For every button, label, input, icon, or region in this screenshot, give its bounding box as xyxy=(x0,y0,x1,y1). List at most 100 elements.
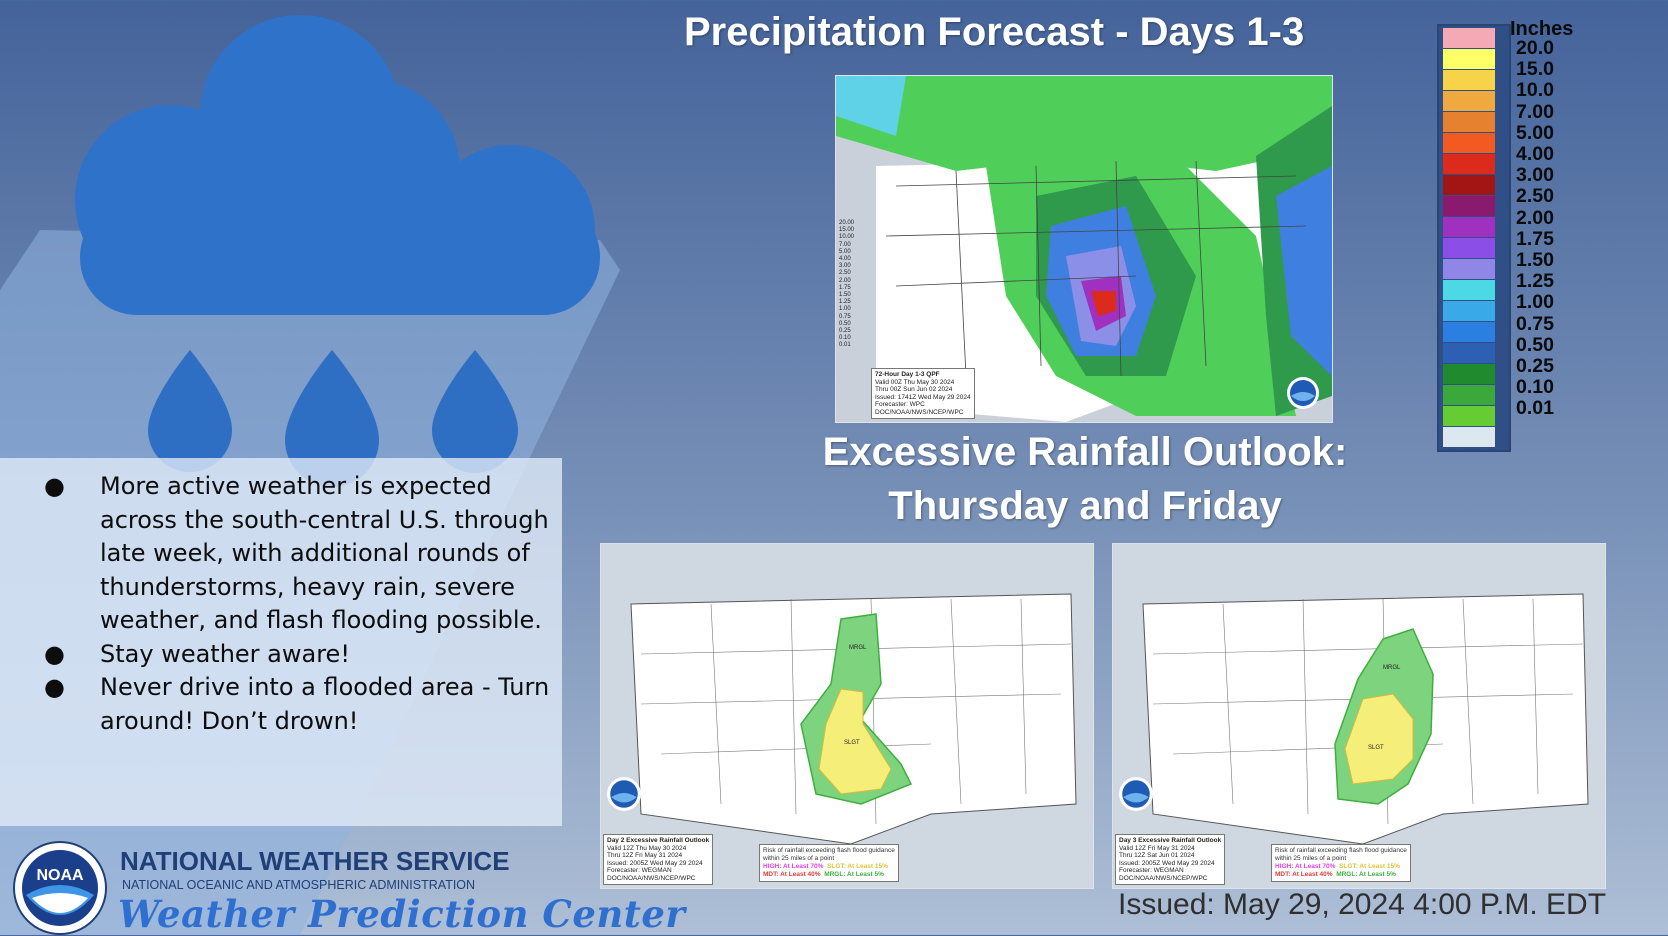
scale-label: 2.00 xyxy=(1516,206,1554,229)
caption-line: DOC/NOAA/NWS/NCEP/WPC xyxy=(607,874,696,882)
noaa-logo-icon xyxy=(1119,777,1153,811)
scale-label: 1.25 xyxy=(1516,270,1554,293)
risk-slgt: SLGT: At Least 15% xyxy=(827,863,888,870)
zone-label: MRGL xyxy=(849,645,867,651)
qpf-legend-value: 7.00 xyxy=(839,241,851,248)
scale-swatch xyxy=(1443,343,1495,363)
risk-mdt: MDT: At Least 40% xyxy=(763,871,821,878)
bullet-text: Never drive into a flooded area - Turn a… xyxy=(100,673,550,735)
qpf-legend-value: 0.10 xyxy=(839,335,851,342)
zone-label: SLGT xyxy=(1368,745,1384,751)
scale-swatch xyxy=(1443,259,1495,279)
qpf-legend-value: 0.50 xyxy=(839,320,851,327)
qpf-legend-value: 1.00 xyxy=(839,306,851,313)
caption-line: Issued: 1741Z Wed May 29 2024 xyxy=(875,393,971,401)
ero-day3-map-drawing: MRGL SLGT xyxy=(1142,593,1589,845)
scale-swatch xyxy=(1443,154,1495,174)
risk-mrgl: MRGL: At Least 5% xyxy=(1336,871,1396,878)
risk-slgt: SLGT: At Least 15% xyxy=(1339,863,1400,870)
scale-swatch xyxy=(1443,175,1495,195)
scale-swatch xyxy=(1443,364,1495,384)
caption-line: Thru 00Z Sun Jun 02 2024 xyxy=(875,386,953,393)
qpf-legend-value: 0.01 xyxy=(839,342,851,349)
caption-line: Forecaster: WPC xyxy=(875,401,925,408)
caption-line: Valid 12Z Thu May 30 2024 xyxy=(607,844,687,852)
scale-swatch xyxy=(1443,112,1495,132)
noaa-logo-text: NOAA xyxy=(36,867,84,884)
scale-unit-label: Inches xyxy=(1510,18,1574,40)
scale-label: 4.00 xyxy=(1516,143,1554,165)
risk-high: HIGH: At Least 70% xyxy=(1275,863,1336,870)
qpf-map-drawing xyxy=(836,76,1332,422)
bullet-text: Stay weather aware! xyxy=(100,639,350,668)
risk-desc: Risk of rainfall exceeding flash flood g… xyxy=(1275,847,1407,854)
scale-swatch xyxy=(1443,406,1495,426)
scale-swatch xyxy=(1443,280,1495,300)
qpf-legend-value: 20.00 xyxy=(839,220,855,226)
qpf-inset-legend: 20.00 15.00 10.00 7.00 5.00 4.00 3.00 2.… xyxy=(836,218,857,352)
bullet-item: ● Never drive into a flooded area - Turn … xyxy=(44,673,550,735)
qpf-legend-value: 15.00 xyxy=(839,227,855,234)
scale-label: 0.50 xyxy=(1516,333,1554,356)
risk-desc: Risk of rainfall exceeding flash flood g… xyxy=(763,847,895,854)
ero-day3-caption: Day 3 Excessive Rainfall Outlook Valid 1… xyxy=(1115,834,1226,885)
scale-label: 1.50 xyxy=(1516,249,1554,271)
bullet-text: More active weather is expected across t… xyxy=(100,472,549,634)
caption-line: Issued: 2005Z Wed May 29 2024 xyxy=(1119,859,1215,867)
scale-swatch xyxy=(1443,133,1495,153)
qpf-legend-value: 5.00 xyxy=(839,248,851,255)
scale-label: 1.75 xyxy=(1516,227,1554,250)
caption-line: Day 3 Excessive Rainfall Outlook xyxy=(1119,837,1222,844)
parent-agency-name: NATIONAL OCEANIC AND ATMOSPHERIC ADMINIS… xyxy=(122,878,476,892)
bullet-item: ● More active weather is expected across … xyxy=(44,472,549,634)
scale-label: 0.25 xyxy=(1516,355,1554,377)
scale-swatch xyxy=(1443,217,1495,237)
risk-high: HIGH: At Least 70% xyxy=(763,863,824,870)
issued-timestamp: Issued: May 29, 2024 4:00 P.M. EDT xyxy=(1118,888,1607,921)
zone-label: SLGT xyxy=(844,740,860,746)
scale-swatch xyxy=(1443,301,1495,321)
caption-line: Day 2 Excessive Rainfall Outlook xyxy=(607,837,710,844)
caption-line: Forecaster: WEGMAN xyxy=(1119,867,1184,874)
ero-day3-risk-legend: Risk of rainfall exceeding flash flood g… xyxy=(1271,844,1411,882)
scale-swatch xyxy=(1443,49,1495,69)
qpf-legend-value: 2.00 xyxy=(839,277,851,284)
ero-day2-map: MRGL SLGT Day 2 Excessive Rainfall Outlo… xyxy=(600,543,1094,889)
ero-day2-caption: Day 2 Excessive Rainfall Outlook Valid 1… xyxy=(603,834,714,885)
risk-mdt: MDT: At Least 40% xyxy=(1275,871,1333,878)
qpf-legend-value: 4.00 xyxy=(839,256,851,263)
caption-line: Thru 12Z Sat Jun 01 2024 xyxy=(1119,852,1195,859)
qpf-legend-value: 0.75 xyxy=(839,313,851,320)
qpf-legend-value: 1.25 xyxy=(839,299,851,306)
ero-title-line: Thursday and Friday xyxy=(888,484,1282,528)
caption-line: DOC/NOAA/NWS/NCEP/WPC xyxy=(875,408,964,416)
risk-desc: within 25 miles of a point xyxy=(1275,855,1347,862)
caption-line: Forecaster: WEGMAN xyxy=(607,867,672,874)
scale-label: 0.01 xyxy=(1516,397,1554,420)
ero-title: Excessive Rainfall Outlook: Thursday and… xyxy=(735,425,1435,533)
scale-label: 0.75 xyxy=(1516,312,1554,335)
raindrop-icon xyxy=(148,350,518,487)
caption-line: 72-Hour Day 1-3 QPF xyxy=(875,371,940,378)
caption-line: Valid 00Z Thu May 30 2024 xyxy=(875,378,955,386)
scale-swatch xyxy=(1443,28,1495,48)
scale-swatch xyxy=(1443,385,1495,405)
scale-swatch xyxy=(1443,427,1495,447)
risk-desc: within 25 miles of a point xyxy=(763,855,835,862)
ero-title-line: Excessive Rainfall Outlook: xyxy=(822,430,1348,474)
scale-label: 10.0 xyxy=(1516,79,1554,102)
scale-swatch xyxy=(1443,70,1495,90)
scale-label: 15.0 xyxy=(1516,58,1554,81)
precip-color-scale xyxy=(1437,24,1511,452)
center-name: Weather Prediction Center xyxy=(118,892,686,936)
scale-swatch xyxy=(1443,196,1495,216)
risk-mrgl: MRGL: At Least 5% xyxy=(824,871,884,878)
qpf-legend-value: 3.00 xyxy=(839,263,851,270)
noaa-logo-icon: NOAA xyxy=(13,841,107,935)
noaa-logo-icon xyxy=(1287,377,1319,409)
caption-line: Issued: 2005Z Wed May 29 2024 xyxy=(607,859,703,867)
scale-label: 0.10 xyxy=(1516,376,1554,399)
scale-label: 2.50 xyxy=(1516,185,1554,208)
qpf-legend-value: 1.75 xyxy=(839,284,851,291)
qpf-map: 20.00 15.00 10.00 7.00 5.00 4.00 3.00 2.… xyxy=(835,75,1333,423)
